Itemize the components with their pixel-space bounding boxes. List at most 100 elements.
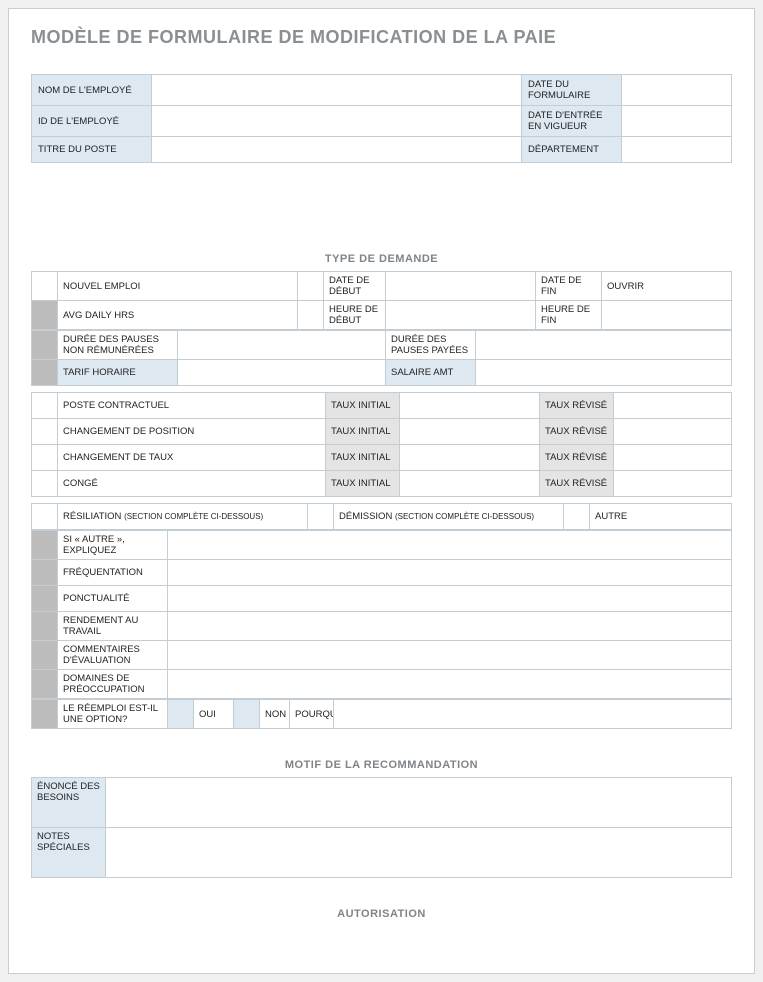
attendance-value[interactable] (168, 560, 732, 586)
end-date-label: DATE DE FIN (536, 272, 602, 301)
why-value[interactable] (334, 700, 732, 729)
check-rate-change[interactable] (32, 445, 58, 471)
eval-comments-value[interactable] (168, 641, 732, 670)
resignation-label: DÉMISSION (SECTION COMPLÈTE CI-DESSOUS) (334, 504, 564, 530)
unpaid-break-label: DURÉE DES PAUSES NON RÉMUNÉRÉES (58, 331, 178, 360)
hourly-rate-label: TARIF HORAIRE (58, 360, 178, 386)
start-time-label: HEURE DE DÉBUT (324, 301, 386, 330)
spacer-gray (32, 560, 58, 586)
revised-rate-label: TAUX RÉVISÉ (540, 471, 614, 497)
performance-value[interactable] (168, 612, 732, 641)
request-type-table-top: NOUVEL EMPLOI DATE DE DÉBUT DATE DE FIN … (31, 271, 732, 330)
poschange-initial-value[interactable] (400, 419, 540, 445)
breaks-table: DURÉE DES PAUSES NON RÉMUNÉRÉES DURÉE DE… (31, 330, 732, 386)
needs-label: ÉNONCÉ DES BESOINS (32, 778, 106, 828)
punctuality-value[interactable] (168, 586, 732, 612)
initial-rate-label: TAUX INITIAL (326, 393, 400, 419)
spacer-gray (32, 700, 58, 729)
start-date-value[interactable] (386, 272, 536, 301)
emp-name-label: NOM DE L'EMPLOYÉ (32, 75, 152, 106)
spacer-gray (32, 360, 58, 386)
contract-initial-value[interactable] (400, 393, 540, 419)
page-title: MODÈLE DE FORMULAIRE DE MODIFICATION DE … (31, 27, 732, 48)
contract-label: POSTE CONTRACTUEL (58, 393, 326, 419)
revised-rate-label: TAUX RÉVISÉ (540, 393, 614, 419)
rehire-row-table: LE RÉEMPLOI EST-IL UNE OPTION? OUI NON P… (31, 699, 732, 729)
initial-rate-label: TAUX INITIAL (326, 445, 400, 471)
termination-sub: (SECTION COMPLÈTE CI-DESSOUS) (124, 512, 263, 521)
paid-break-value[interactable] (476, 331, 732, 360)
form-date-value[interactable] (622, 75, 732, 106)
salary-amt-value[interactable] (476, 360, 732, 386)
yes-label: OUI (194, 700, 234, 729)
termination-label: RÉSILIATION (SECTION COMPLÈTE CI-DESSOUS… (58, 504, 308, 530)
avg-hrs-value[interactable] (298, 301, 324, 330)
section-reason: MOTIF DE LA RECOMMANDATION (31, 759, 732, 771)
performance-label: RENDEMENT AU TRAVAIL (58, 612, 168, 641)
needs-value[interactable] (106, 778, 732, 828)
end-time-value[interactable] (602, 301, 732, 330)
check-pos-change[interactable] (32, 419, 58, 445)
check-leave[interactable] (32, 471, 58, 497)
open-label: OUVRIR (602, 272, 732, 301)
dept-label: DÉPARTEMENT (522, 137, 622, 163)
paid-break-label: DURÉE DES PAUSES PAYÉES (386, 331, 476, 360)
form-date-label: DATE DU FORMULAIRE (522, 75, 622, 106)
text-rows-table: SI « AUTRE », EXPLIQUEZ FRÉQUENTATION PO… (31, 530, 732, 699)
start-time-value[interactable] (386, 301, 536, 330)
new-hire-label: NOUVEL EMPLOI (58, 272, 298, 301)
revised-rate-label: TAUX RÉVISÉ (540, 445, 614, 471)
notes-label: NOTES SPÉCIALES (32, 828, 106, 878)
job-title-value[interactable] (152, 137, 522, 163)
leave-label: CONGÉ (58, 471, 326, 497)
attendance-label: FRÉQUENTATION (58, 560, 168, 586)
initial-rate-label: TAUX INITIAL (326, 471, 400, 497)
unpaid-break-value[interactable] (178, 331, 386, 360)
section-authorization: AUTORISATION (31, 908, 732, 920)
resignation-sub: (SECTION COMPLÈTE CI-DESSOUS) (395, 512, 534, 521)
emp-id-value[interactable] (152, 106, 522, 137)
avg-hrs-label: AVG DAILY HRS (58, 301, 298, 330)
check-other[interactable] (564, 504, 590, 530)
leave-initial-value[interactable] (400, 471, 540, 497)
hourly-rate-value[interactable] (178, 360, 386, 386)
revised-rate-label: TAUX RÉVISÉ (540, 419, 614, 445)
spacer-gray (32, 531, 58, 560)
eval-comments-label: COMMENTAIRES D'ÉVALUATION (58, 641, 168, 670)
emp-name-value[interactable] (152, 75, 522, 106)
contract-revised-value[interactable] (614, 393, 732, 419)
resignation-text: DÉMISSION (339, 511, 392, 522)
check-termination[interactable] (32, 504, 58, 530)
dept-value[interactable] (622, 137, 732, 163)
employee-header-table: NOM DE L'EMPLOYÉ DATE DU FORMULAIRE ID D… (31, 74, 732, 163)
end-time-label: HEURE DE FIN (536, 301, 602, 330)
termination-text: RÉSILIATION (63, 511, 121, 522)
spacer-gray (32, 612, 58, 641)
start-date-label: DATE DE DÉBUT (324, 272, 386, 301)
spacer-gray (32, 670, 58, 699)
spacer-gray (32, 331, 58, 360)
if-other-label: SI « AUTRE », EXPLIQUEZ (58, 531, 168, 560)
check-rehire-yes[interactable] (168, 700, 194, 729)
if-other-value[interactable] (168, 531, 732, 560)
check-rehire-no[interactable] (234, 700, 260, 729)
concern-areas-label: DOMAINES DE PRÉOCCUPATION (58, 670, 168, 699)
ratechange-initial-value[interactable] (400, 445, 540, 471)
emp-id-label: ID DE L'EMPLOYÉ (32, 106, 152, 137)
check-new-hire[interactable] (32, 272, 58, 301)
ratechange-revised-value[interactable] (614, 445, 732, 471)
pos-change-label: CHANGEMENT DE POSITION (58, 419, 326, 445)
check-resignation[interactable] (308, 504, 334, 530)
no-label: NON (260, 700, 290, 729)
concern-areas-value[interactable] (168, 670, 732, 699)
spacer-gray (32, 301, 58, 330)
effective-date-label: DATE D'ENTRÉE EN VIGUEUR (522, 106, 622, 137)
rate-change-label: CHANGEMENT DE TAUX (58, 445, 326, 471)
check-contract[interactable] (32, 393, 58, 419)
leave-revised-value[interactable] (614, 471, 732, 497)
other-label: AUTRE (590, 504, 732, 530)
notes-value[interactable] (106, 828, 732, 878)
poschange-revised-value[interactable] (614, 419, 732, 445)
effective-date-value[interactable] (622, 106, 732, 137)
initial-rate-label: TAUX INITIAL (326, 419, 400, 445)
